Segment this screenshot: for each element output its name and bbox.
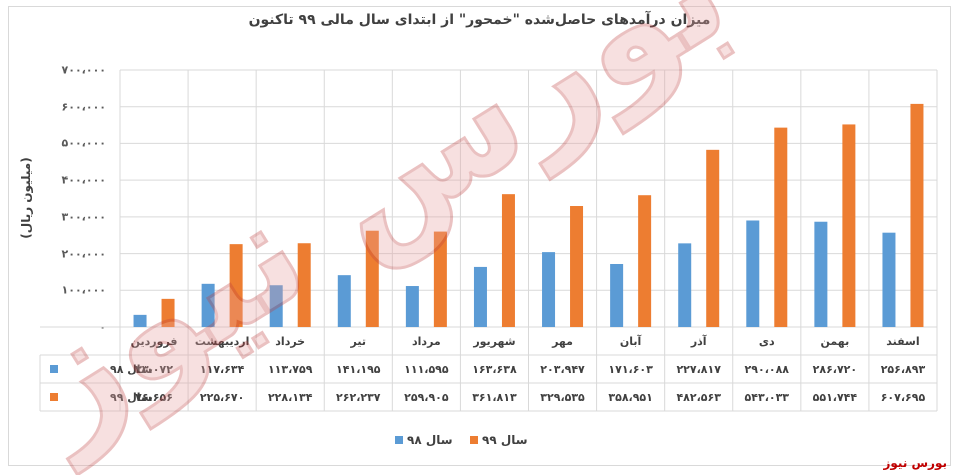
category-label: تیر [350,335,366,348]
category-label: خرداد [275,335,305,348]
category-label: اسفند [886,335,919,348]
data-value-label: ۱۶۳،۶۳۸ [472,363,517,376]
bar-series2 [501,194,515,327]
data-value-label: ۱۴۱،۱۹۵ [336,363,381,376]
bar-series1 [746,220,760,327]
y-tick-label: ۴۰۰،۰۰۰ [61,173,106,187]
data-value-label: ۵۵۱،۷۴۴ [813,391,858,404]
category-label: آذر [690,334,707,348]
legend-label: سال ۹۸ [407,433,453,447]
chart-frame [8,6,951,466]
data-value-label: ۷۶،۶۵۶ [135,391,173,404]
bar-series2 [706,149,720,327]
category-label: آبان [620,334,642,348]
bar-series2 [161,298,175,327]
y-tick-label: ۷۰۰،۰۰۰ [61,63,106,77]
y-tick-label: ۳۰۰،۰۰۰ [61,210,106,224]
data-value-label: ۶۰۷،۶۹۵ [881,391,926,404]
bar-series1 [610,263,624,327]
bar-series2 [910,103,924,327]
data-value-label: ۱۱۳،۷۵۹ [268,363,313,376]
data-value-label: ۲۲۷،۸۱۷ [676,363,721,376]
data-value-label: ۲۰۳،۹۴۷ [540,363,585,376]
table-series-key [50,393,58,401]
bar-series2 [297,243,311,327]
bar-series2 [365,230,379,327]
category-label: شهریور [472,335,515,348]
data-value-label: ۲۶۲،۲۳۷ [336,391,381,404]
legend-key [395,436,403,444]
category-label: اردیبهشت [195,335,249,348]
data-value-label: ۲۲۵،۶۷۰ [200,391,244,404]
data-value-label: ۴۸۲،۵۶۳ [676,391,721,404]
category-label: دی [759,335,775,348]
data-value-label: ۱۱۷،۶۳۴ [200,363,245,376]
y-tick-label: ۲۰۰،۰۰۰ [61,247,106,261]
gridlines [39,69,938,412]
data-value-label: ۳۶۱،۸۱۳ [472,391,517,404]
y-tick-label: ۶۰۰،۰۰۰ [61,100,106,114]
category-label: بهمن [821,335,850,348]
data-value-label: ۲۵۹،۹۰۵ [404,391,449,404]
bars [133,103,924,328]
bar-series2 [570,206,584,327]
chart-title: میزان درآمدهای حاصل‌شده "خمحور" از ابتدا… [248,12,711,28]
table-series-name: سال ۹۹ [110,391,152,404]
y-tick-label: ۵۰۰،۰۰۰ [61,136,106,150]
bar-series2 [229,244,243,327]
data-value-label: ۲۹۰،۰۸۸ [745,363,790,376]
bar-series1 [473,266,487,327]
data-value-label: ۳۵۸،۹۵۱ [608,391,652,404]
table-series-name: سال ۹۸ [110,363,152,376]
bar-series1 [882,232,896,327]
bar-series1 [201,283,215,327]
data-value-label: ۱۷۱،۶۰۳ [608,363,653,376]
legend-key [470,436,478,444]
bar-series1 [678,243,692,327]
legend: سال ۹۹ سال ۹۸ [395,433,528,447]
category-label: فروردین [131,335,178,348]
legend-label: سال ۹۹ [482,433,528,447]
bar-series1 [814,221,828,327]
data-value-label: ۳۳،۰۷۲ [135,363,173,376]
bar-series1 [405,286,419,327]
category-label: مرداد [412,335,441,348]
brand-logo-text: بورس نیوز [883,456,947,470]
data-value-label: ۲۵۶،۸۹۳ [881,363,926,376]
data-value-label: ۱۱۱،۵۹۵ [404,363,449,376]
data-value-label: ۲۸۶،۷۲۰ [813,363,857,376]
data-value-label: ۲۲۸،۱۳۴ [268,391,313,404]
data-table: فروردین اردیبهشت خرداد تیر مرداد شهریور مهر آبا… [50,334,925,404]
bar-series1 [337,275,351,327]
bar-series2 [774,127,788,328]
bar-series1 [133,314,147,327]
bar-series2 [842,124,856,328]
data-value-label: ۳۲۹،۵۳۵ [540,391,585,404]
bar-series1 [542,252,556,327]
bar-series1 [269,285,283,327]
data-value-label: ۵۴۳،۰۳۳ [745,391,790,404]
category-label: مهر [551,335,573,348]
bar-series2 [433,231,447,327]
bar-series2 [638,195,652,327]
table-series-key [50,365,58,373]
y-tick-label: ۱۰۰،۰۰۰ [61,283,106,297]
